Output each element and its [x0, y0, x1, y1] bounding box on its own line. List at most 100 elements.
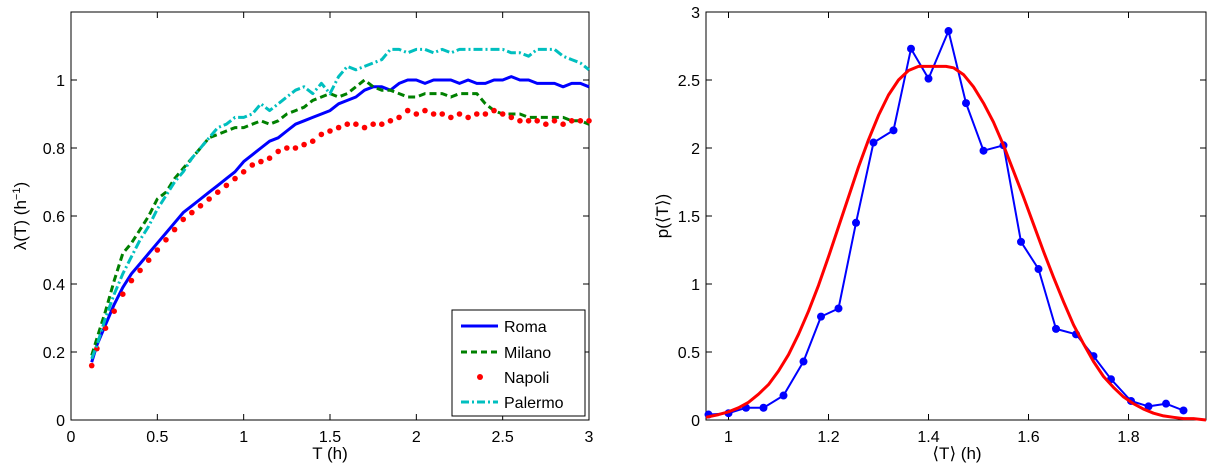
left-axis-ticks: 0 0.5 1 1.5 2 2.5 3 0 0.2 0.4 0.6 0.8 1	[43, 12, 594, 446]
napoli-point	[137, 267, 143, 274]
right-series-0-marker	[1179, 406, 1188, 415]
legend-label-roma: Roma	[504, 319, 547, 336]
napoli-point	[309, 138, 316, 144]
left-y-tick-label: 0.6	[43, 209, 65, 226]
napoli-point	[120, 291, 126, 298]
left-x-tick-label: 1	[239, 429, 248, 446]
milano-line	[90, 78, 590, 356]
roma-line	[90, 75, 590, 363]
napoli-point	[517, 118, 523, 124]
napoli-point	[145, 257, 152, 264]
napoli-point	[499, 111, 506, 117]
y-axis-label-right: p(⟨T⟩)	[653, 194, 672, 238]
x-axis-label-right: ⟨T⟩ (h)	[932, 444, 981, 463]
right-x-tick-label: 1.8	[1117, 429, 1139, 446]
napoli-point	[448, 114, 454, 121]
right-y-tick-label: 1	[691, 277, 700, 294]
napoli-point	[430, 111, 437, 117]
right-series-0-marker	[869, 138, 878, 147]
napoli-point	[525, 118, 532, 124]
left-x-tick-label: 3	[585, 429, 594, 446]
napoli-point	[473, 111, 480, 117]
left-x-tick-label: 0.5	[146, 429, 168, 446]
napoli-point	[404, 107, 411, 114]
napoli-point	[180, 216, 187, 223]
napoli-point	[586, 118, 592, 124]
napoli-point	[206, 196, 212, 202]
napoli-point	[88, 362, 95, 369]
right-x-tick-label: 1.4	[917, 429, 939, 446]
napoli-point	[292, 145, 299, 151]
right-series-0-marker	[1034, 265, 1043, 274]
left-y-tick-label: 0.4	[43, 277, 65, 294]
napoli-point	[353, 121, 359, 127]
napoli-point	[396, 114, 402, 121]
napoli-point	[171, 226, 178, 233]
plot-area-right	[705, 11, 1207, 421]
napoli-point	[249, 162, 256, 168]
left-x-tick-label: 1.5	[319, 429, 341, 446]
napoli-point	[465, 114, 471, 121]
right-series-0-marker	[889, 126, 898, 135]
legend-label-napoli: Napoli	[504, 370, 549, 387]
right-series-0-marker	[924, 74, 933, 83]
napoli-point	[335, 124, 342, 131]
right-y-tick-label: 0.5	[678, 345, 700, 362]
right-series-0-marker	[834, 304, 843, 313]
right-series-0-marker	[1052, 324, 1060, 333]
right-series-0-marker	[1144, 402, 1153, 411]
right-series-0-marker	[759, 403, 768, 412]
napoli-point	[422, 107, 428, 114]
napoli-point	[508, 114, 515, 121]
left-series-group	[88, 47, 592, 369]
napoli-point	[111, 308, 117, 315]
right-series-0-marker	[907, 44, 915, 53]
right-series-0-marker	[1017, 237, 1025, 246]
napoli-point	[301, 141, 307, 148]
napoli-point	[387, 118, 394, 124]
legend-label-milano: Milano	[504, 345, 551, 362]
y-axis-label-left: λ(T) (h−1)	[11, 182, 30, 250]
right-series-group	[704, 27, 1207, 422]
left-y-tick-label: 0.2	[43, 345, 65, 362]
right-axis-ticks: 1 1.2 1.4 1.6 1.8 0 0.5 1 1.5 2 2.5 3	[678, 5, 1206, 446]
napoli-point	[189, 209, 195, 216]
napoli-point	[413, 111, 420, 117]
napoli-point	[284, 145, 290, 151]
napoli-point	[275, 148, 282, 155]
left-y-tick-label: 0	[56, 413, 65, 430]
napoli-point	[232, 175, 238, 182]
napoli-point	[379, 121, 385, 127]
right-x-tick-label: 1	[724, 429, 733, 446]
napoli-point	[568, 118, 575, 124]
right-y-tick-label: 0	[691, 413, 700, 430]
right-x-tick-label: 1.6	[1017, 429, 1039, 446]
napoli-point	[318, 131, 325, 138]
lambda-chart: 0 0.5 1 1.5 2 2.5 3 0 0.2 0.4 0.6 0.8 1 T (h) λ(T) (…	[11, 11, 594, 463]
right-series-1-line	[705, 64, 1207, 422]
right-series-0-marker	[1162, 399, 1170, 408]
napoli-point	[344, 121, 351, 127]
right-series-0-marker	[852, 218, 860, 227]
right-y-tick-label: 1.5	[678, 209, 700, 226]
left-x-tick-label: 2	[412, 429, 421, 446]
napoli-point	[154, 247, 161, 253]
napoli-point	[577, 118, 584, 124]
napoli-point	[128, 277, 135, 284]
napoli-point	[456, 111, 463, 117]
napoli-point	[223, 182, 230, 189]
napoli-point	[361, 124, 368, 131]
right-series-0-marker	[962, 99, 970, 108]
left-x-tick-label: 2.5	[492, 429, 514, 446]
napoli-point	[482, 111, 489, 117]
napoli-point	[327, 128, 333, 134]
napoli-point	[163, 237, 169, 243]
napoli-point	[491, 107, 497, 114]
palermo-line	[90, 47, 590, 360]
napoli-point	[214, 189, 221, 195]
right-y-tick-label: 2.5	[678, 73, 700, 90]
distribution-chart: 1 1.2 1.4 1.6 1.8 0 0.5 1 1.5 2 2.5 3 ⟨T⟩ (h) p(⟨T⟩…	[653, 5, 1207, 463]
napoli-point	[551, 118, 558, 124]
legend-marker-napoli	[477, 374, 483, 380]
